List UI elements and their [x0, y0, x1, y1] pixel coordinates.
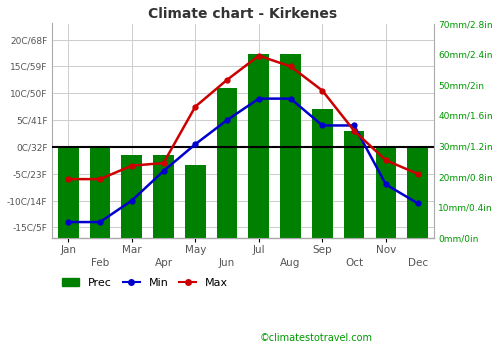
Bar: [122, 155, 142, 238]
Title: Climate chart - Kirkenes: Climate chart - Kirkenes: [148, 7, 338, 21]
Bar: [376, 146, 396, 238]
Bar: [312, 109, 332, 238]
Bar: [90, 146, 110, 238]
Bar: [153, 155, 174, 238]
Bar: [58, 146, 78, 238]
Bar: [216, 88, 238, 238]
Bar: [280, 54, 301, 238]
Legend: Prec, Min, Max: Prec, Min, Max: [58, 274, 233, 293]
Bar: [248, 54, 269, 238]
Bar: [185, 164, 206, 238]
Bar: [408, 146, 428, 238]
Text: ©climatestotravel.com: ©climatestotravel.com: [260, 333, 373, 343]
Bar: [344, 131, 364, 238]
